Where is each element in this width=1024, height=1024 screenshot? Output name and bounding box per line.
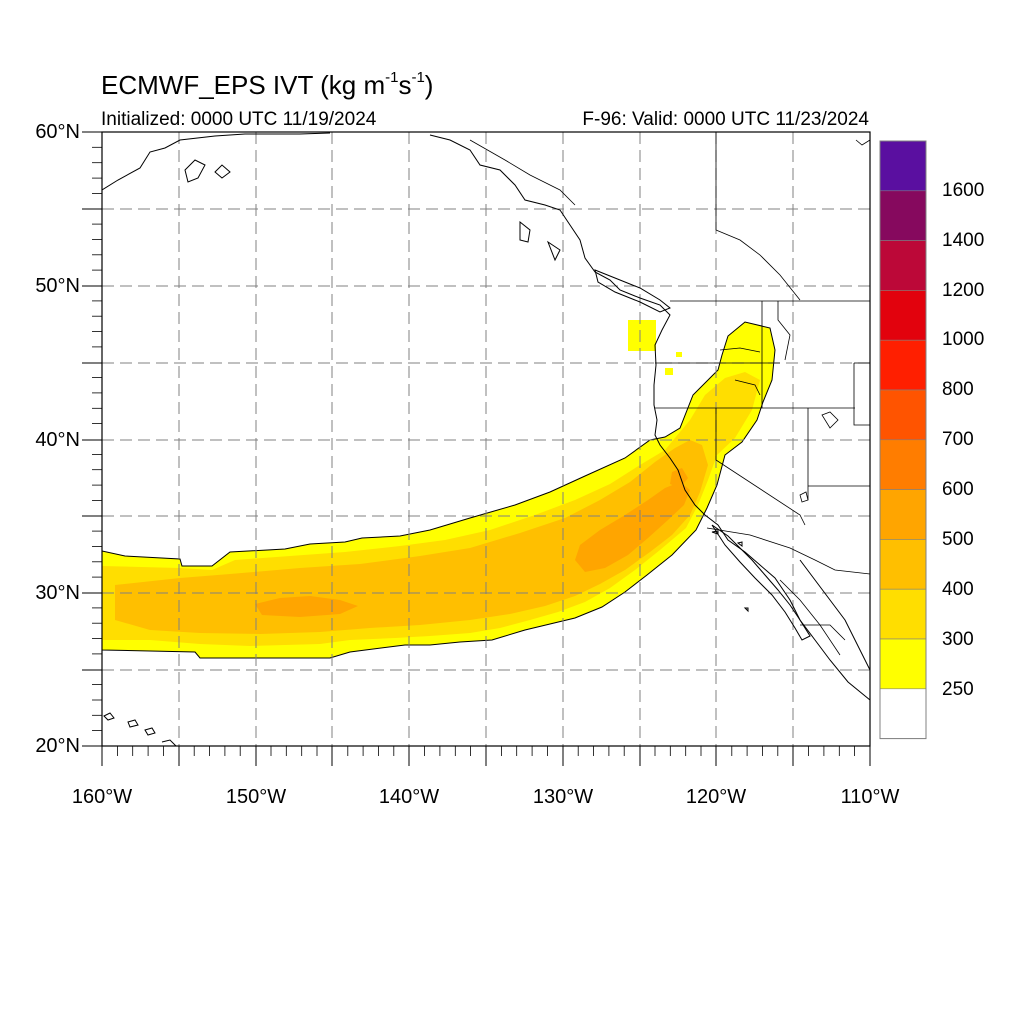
lon-label-120w: 120°W (685, 786, 747, 808)
colorbar-label-250: 250 (942, 679, 974, 700)
lat-label-50: 50°N (35, 275, 80, 297)
axis-ticks (82, 131, 871, 766)
colorbar-swatch-11 (879, 688, 927, 739)
lon-label-140w: 140°W (378, 786, 440, 808)
lat-label-40: 40°N (35, 429, 80, 451)
colorbar-label-800: 800 (942, 379, 974, 400)
init-time-label: Initialized: 0000 UTC 11/19/2024 (101, 109, 377, 130)
valid-time-label: F-96: Valid: 0000 UTC 11/23/2024 (582, 109, 869, 130)
colorbar (879, 140, 927, 740)
ivt-level-400 (115, 440, 708, 634)
lon-label-160w: 160°W (71, 786, 133, 808)
colorbar-label-600: 600 (942, 479, 974, 500)
colorbar-swatch-3 (879, 290, 927, 341)
lon-label-110w: 110°W (840, 786, 900, 808)
colorbar-swatch-2 (879, 240, 927, 291)
colorbar-swatch-4 (879, 339, 927, 391)
borders (469, 132, 870, 656)
colorbar-swatch-9 (879, 588, 927, 640)
colorbar-label-400: 400 (942, 579, 974, 600)
lon-label-130w: 130°W (532, 786, 594, 808)
ivt-level-500-core-east (575, 482, 690, 572)
coastlines (102, 132, 870, 746)
chart-title: ECMWF_EPS IVT (kg m-1s-1) (101, 69, 434, 100)
colorbar-label-700: 700 (942, 429, 974, 450)
colorbar-label-300: 300 (942, 629, 974, 650)
ivt-patch-or (665, 368, 673, 375)
colorbar-swatch-8 (879, 539, 927, 590)
colorbar-swatch-6 (879, 439, 927, 490)
ivt-patch-or2 (676, 352, 682, 357)
ivt-patch-wa (628, 320, 656, 351)
colorbar-label-1400: 1400 (942, 230, 985, 251)
colorbar-swatch-1 (879, 190, 927, 241)
lat-label-60: 60°N (35, 121, 80, 143)
colorbar-label-1200: 1200 (942, 280, 985, 301)
colorbar-swatch-5 (879, 389, 927, 441)
lat-label-30: 30°N (35, 582, 80, 604)
lat-label-20: 20°N (35, 735, 80, 757)
colorbar-swatch-10 (879, 638, 927, 690)
colorbar-label-1000: 1000 (942, 329, 985, 350)
ivt-level-500-core-ca (670, 468, 688, 488)
colorbar-label-500: 500 (942, 529, 974, 550)
colorbar-frame (879, 140, 927, 740)
ivt-field (102, 320, 776, 659)
colorbar-swatch-7 (879, 489, 927, 540)
colorbar-label-1600: 1600 (942, 180, 985, 201)
map-gridlines (102, 132, 870, 746)
colorbar-swatch-0 (879, 140, 927, 192)
axis-minor-ticks (92, 146, 855, 756)
lon-label-150w: 150°W (225, 786, 287, 808)
